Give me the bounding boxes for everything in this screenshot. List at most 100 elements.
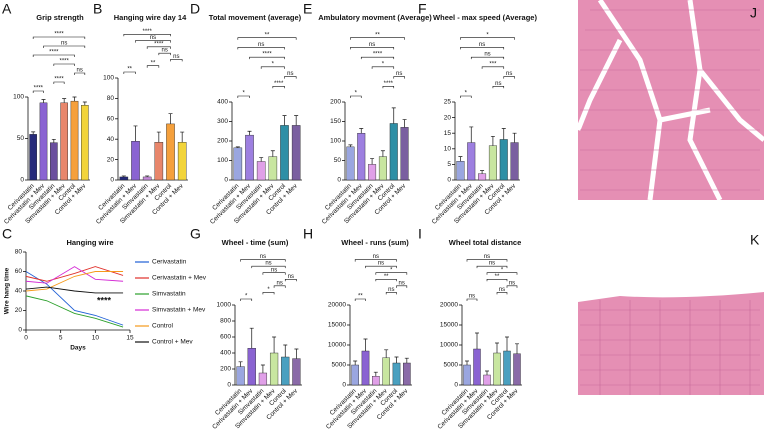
significance-label: ns [271,267,277,273]
chart-title: Ambulatory movment (Average) [318,13,432,22]
y-tick-label: 60 [15,268,23,275]
significance-bracket [170,59,183,62]
error-bar [380,150,385,157]
x-tick-label: 10 [92,335,100,342]
significance-label: ns [398,280,404,286]
significance-bracket [262,292,275,295]
significance-bracket [382,85,395,89]
significance-label: **** [54,32,64,38]
significance-bracket [249,56,285,60]
significance-label: * [501,267,504,273]
significance-bracket [262,272,286,275]
significance-bracket [237,47,285,50]
error-bar [238,361,243,367]
significance-bracket [385,292,397,295]
significance-bracket [260,66,285,69]
bar [503,350,511,386]
y-tick-label: 20 [15,307,23,314]
error-bar [391,107,396,124]
panel-letter: F [418,1,427,17]
significance-label: ns [260,254,266,260]
bar [233,147,243,181]
chart-panel: I Wheel total distance 0 5000 10000 15000 2000… [418,226,522,431]
y-axis-label: Wire hang time [4,267,11,314]
y-tick-label: 10000 [440,342,458,349]
significance-bracket [466,259,508,262]
y-tick-label: 0 [224,177,228,184]
series-line [25,266,124,282]
bar [166,123,175,181]
x-tick-label: 15 [126,335,134,342]
panel-letter: I [418,226,422,242]
significance-label: **** [384,81,394,87]
significance-bracket [396,285,408,288]
significance-label: ns [288,274,294,280]
error-bar [41,99,46,103]
significance-bracket [251,265,286,269]
significance-bracket [32,54,75,57]
significance-label: ns [173,54,179,60]
significance-bracket [240,259,286,262]
chart-title: Total movement (average) [209,13,302,22]
significance-label: ** [375,32,380,38]
error-bar [373,371,378,377]
error-bar [294,348,299,359]
bar [372,376,380,386]
significance-label: ns [469,294,475,300]
significance-label: **** [59,59,69,65]
significance-label: * [382,61,385,67]
significance-label: ns [378,261,384,267]
significance-label: * [465,91,468,97]
significance-bracket [123,71,136,74]
y-tick-label: 0 [20,177,24,184]
significance-label: ns [489,261,495,267]
significance-label: ns [369,42,375,48]
y-tick-label: 15000 [440,322,458,329]
bar [247,348,256,386]
chart-panel: C Hanging wire 0 20 40 60 80 0 5 10 15 Days Wire han… [2,226,207,352]
y-tick-label: 100 [217,157,228,164]
panel-letter: B [93,1,102,17]
significance-bracket [350,37,405,40]
bar [256,161,266,181]
significance-bracket [354,298,366,301]
error-bar [249,327,254,349]
error-bar [180,131,185,143]
significance-label: **** [142,29,152,35]
bar [60,102,68,181]
significance-bracket [375,278,397,282]
y-tick-label: 40 [15,288,23,295]
error-bar [235,146,240,148]
error-bar [495,342,499,353]
y-tick-label: 5000 [444,362,459,369]
significance-bracket [350,47,395,50]
y-tick-label: 150 [330,118,341,125]
legend-label: Cerivastatin + Mev [152,275,207,282]
significance-bracket [496,292,508,295]
error-bar [394,356,399,363]
significance-bracket [53,81,65,84]
significance-bracket [284,76,297,79]
panel-letter: D [190,1,200,17]
y-tick-label: 50 [17,135,25,142]
significance-bracket [371,66,395,69]
significance-bracket [43,45,86,48]
significance-label: **** [34,86,44,92]
bar [346,146,355,181]
bar [513,353,521,386]
y-tick-label: 60 [107,116,115,123]
significance-label: * [267,287,270,293]
bar [258,372,268,386]
legend-label: Simvastatin [152,291,186,298]
significance-bracket [492,85,505,89]
y-tick-label: 25 [444,99,452,106]
y-tick-label: 20000 [328,302,346,309]
y-tick-label: 20 [107,156,115,163]
significance-label: ** [358,294,363,300]
significance-label: ns [265,261,271,267]
error-bar [480,170,485,174]
